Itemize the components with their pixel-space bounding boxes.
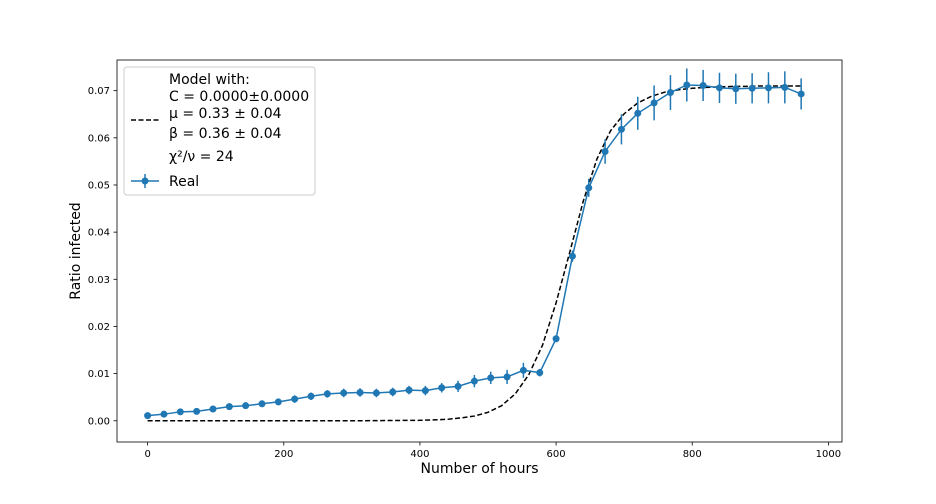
real-point	[585, 184, 593, 192]
real-point	[552, 335, 560, 343]
legend-real-label: Real	[169, 174, 199, 190]
real-point	[519, 366, 527, 374]
real-point	[634, 109, 642, 117]
real-point	[438, 384, 446, 392]
real-point	[225, 403, 233, 411]
real-point	[797, 90, 805, 98]
y-axis: 0.00 0.01 0.02 0.03 0.04 0.05 0.06 0.07	[88, 86, 117, 427]
legend-model-line-2: C = 0.0000±0.0000	[169, 89, 309, 105]
x-tick-label: 600	[547, 449, 566, 460]
real-point	[372, 389, 380, 397]
real-point	[487, 374, 495, 382]
y-tick-label: 0.01	[88, 369, 110, 380]
x-tick-label: 200	[274, 449, 293, 460]
x-tick-label: 400	[410, 449, 429, 460]
x-axis-title: Number of hours	[421, 461, 539, 477]
real-point	[503, 373, 511, 381]
y-tick-label: 0.03	[88, 275, 110, 286]
real-point	[405, 386, 413, 394]
real-point	[389, 388, 397, 396]
real-point	[781, 83, 789, 91]
legend-model-line-5: χ²/ν = 24	[169, 149, 234, 165]
real-point	[454, 382, 462, 390]
legend-real-swatch-marker	[141, 177, 149, 185]
real-point	[421, 387, 429, 395]
real-point	[764, 84, 772, 92]
real-point	[160, 410, 168, 418]
x-axis: 0 200 400 600 800 1000	[144, 442, 841, 460]
y-tick-label: 0.06	[88, 133, 110, 144]
real-point	[340, 389, 348, 397]
real-point	[242, 402, 250, 410]
real-point	[323, 390, 331, 398]
real-point	[307, 392, 315, 400]
real-point	[144, 412, 152, 420]
real-point	[601, 147, 609, 155]
real-point	[683, 81, 691, 89]
y-tick-label: 0.07	[88, 86, 110, 97]
real-point	[699, 81, 707, 89]
real-point	[274, 398, 282, 406]
real-point	[617, 125, 625, 133]
y-tick-label: 0.04	[88, 228, 110, 239]
y-axis-title: Ratio infected	[68, 202, 84, 299]
legend-model-line-1: Model with:	[169, 72, 250, 88]
legend: Model with: C = 0.0000±0.0000 μ = 0.33 ±…	[123, 66, 316, 196]
real-point	[536, 369, 544, 377]
real-point	[568, 252, 576, 260]
real-point	[193, 407, 201, 415]
real-point	[650, 99, 658, 107]
legend-model-line-4: β = 0.36 ± 0.04	[169, 126, 282, 142]
real-point	[470, 377, 478, 385]
real-point	[666, 89, 674, 97]
x-tick-label: 800	[683, 449, 702, 460]
legend-model-line-3: μ = 0.33 ± 0.04	[169, 106, 282, 122]
real-point	[356, 388, 364, 396]
x-tick-label: 1000	[816, 449, 841, 460]
real-point	[176, 408, 184, 416]
plot-frame	[116, 59, 843, 443]
x-tick-label: 0	[144, 449, 150, 460]
legend-box	[123, 66, 316, 196]
plot-content	[144, 68, 805, 422]
model-line	[147, 85, 802, 422]
real-point	[291, 395, 299, 403]
y-tick-label: 0.05	[88, 180, 110, 191]
real-point	[748, 84, 756, 92]
real-point	[732, 85, 740, 93]
real-point	[715, 84, 723, 92]
y-tick-label: 0.02	[88, 322, 110, 333]
real-point	[258, 400, 266, 408]
y-tick-label: 0.00	[88, 416, 110, 427]
real-point	[209, 405, 217, 413]
